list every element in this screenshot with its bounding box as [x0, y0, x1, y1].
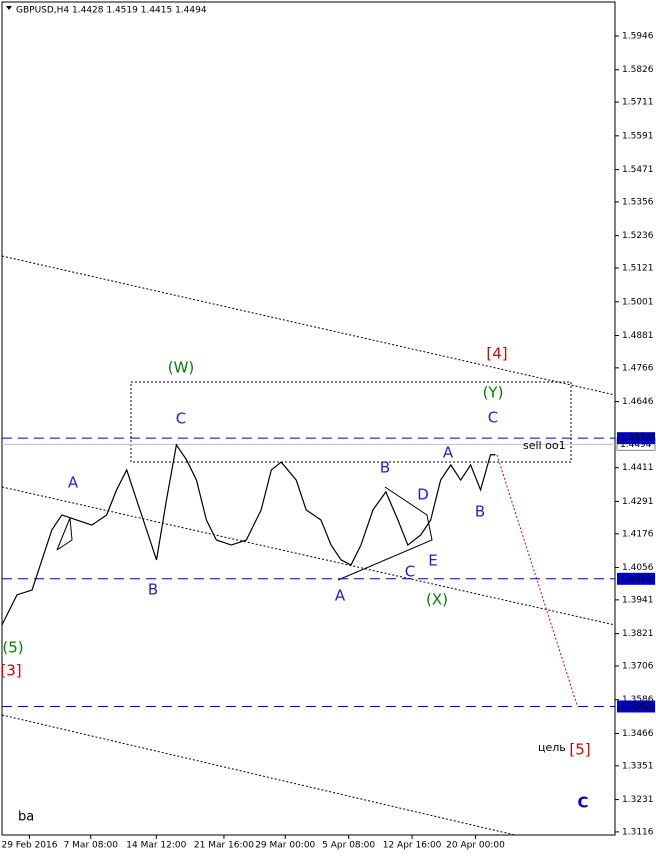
wave-label: цель [538, 741, 566, 754]
x-tick-label: 29 Mar 00:00 [255, 841, 315, 851]
y-tick-label: 1.5946 [622, 31, 654, 41]
y-tick-label: 1.5471 [622, 165, 654, 175]
y-tick-label: 1.5826 [622, 65, 654, 75]
wave-label: B [148, 581, 158, 599]
wave-label: [4] [486, 345, 507, 363]
level-label: 1.3562 [620, 702, 652, 712]
wave-label: C [577, 794, 588, 812]
wave-label: (W) [168, 359, 195, 377]
wave-label: (Y) [483, 384, 504, 402]
wave-label: [5] [569, 741, 590, 759]
wave-label: (5) [2, 639, 23, 657]
wave-label: B [380, 459, 390, 477]
triangle-line [56, 517, 73, 551]
y-tick-label: 1.3116 [622, 827, 654, 837]
y-tick-label: 1.3941 [622, 595, 654, 605]
wave-label: B [475, 503, 485, 521]
wave-label: ba [18, 810, 34, 825]
wave-label: A [68, 474, 79, 492]
y-tick-label: 1.5356 [622, 197, 654, 207]
trend-line [1, 714, 516, 836]
trend-line [1, 255, 616, 396]
level-label: 1.4516 [620, 434, 652, 444]
y-tick-label: 1.4881 [622, 331, 654, 341]
y-tick-label: 1.3586 [622, 695, 654, 705]
y-tick-label: 1.3706 [622, 661, 654, 671]
level-tag [617, 432, 655, 445]
wave-label: (X) [426, 591, 448, 609]
plot-frame [1, 1, 616, 836]
x-tick-label: 5 Apr 08:00 [322, 841, 375, 851]
y-tick-label: 1.4646 [622, 397, 654, 407]
chart-title: GBPUSD,H4 1.4428 1.4519 1.4415 1.4494 [16, 6, 207, 16]
wave-label: [3] [0, 662, 21, 680]
level-tag [617, 572, 655, 585]
level-label: 1.4016 [620, 574, 652, 584]
y-tick-label: 1.5121 [622, 264, 654, 274]
y-tick-label: 1.3466 [622, 729, 654, 739]
trend-line [1, 486, 616, 626]
price-line [1, 443, 496, 626]
wave-label: sell oo1 [523, 439, 566, 452]
trend-lines [1, 255, 616, 836]
y-tick-label: 1.3231 [622, 795, 654, 805]
wave-label: A [335, 587, 346, 605]
y-tick-label: 1.3821 [622, 629, 654, 639]
y-tick-label: 1.4411 [622, 463, 654, 473]
wave-label: C [488, 409, 498, 427]
wave-label: D [417, 486, 429, 504]
y-tick-label: 1.4056 [622, 563, 654, 573]
wave-label: E [428, 552, 437, 570]
range-box [130, 381, 572, 463]
x-tick-label: 29 Feb 2016 [1, 841, 57, 851]
y-tick-label: 1.5591 [622, 131, 654, 141]
triangle [56, 486, 433, 581]
level-tag [617, 700, 655, 713]
projection-line [496, 454, 578, 706]
triangle-line [337, 486, 433, 581]
y-tick-label: 1.4766 [622, 363, 654, 373]
y-tick-label: 1.5236 [622, 231, 654, 241]
y-tick-label: 1.3351 [622, 761, 654, 771]
wave-label: C [405, 563, 415, 581]
x-tick-label: 21 Mar 16:00 [194, 841, 254, 851]
x-tick-label: 20 Apr 00:00 [446, 841, 505, 851]
x-tick-label: 12 Apr 16:00 [383, 841, 442, 851]
last-price-label: 1.4494 [620, 440, 652, 450]
x-tick-label: 14 Mar 12:00 [126, 841, 186, 851]
y-tick-label: 1.5001 [622, 297, 654, 307]
wave-label: C [176, 410, 186, 428]
y-tick-label: 1.5711 [622, 98, 654, 108]
y-tick-label: 1.4176 [622, 529, 654, 539]
wave-label: A [443, 444, 454, 462]
y-tick-label: 1.4291 [622, 497, 654, 507]
x-tick-label: 7 Mar 08:00 [64, 841, 119, 851]
title-icon [6, 6, 12, 10]
